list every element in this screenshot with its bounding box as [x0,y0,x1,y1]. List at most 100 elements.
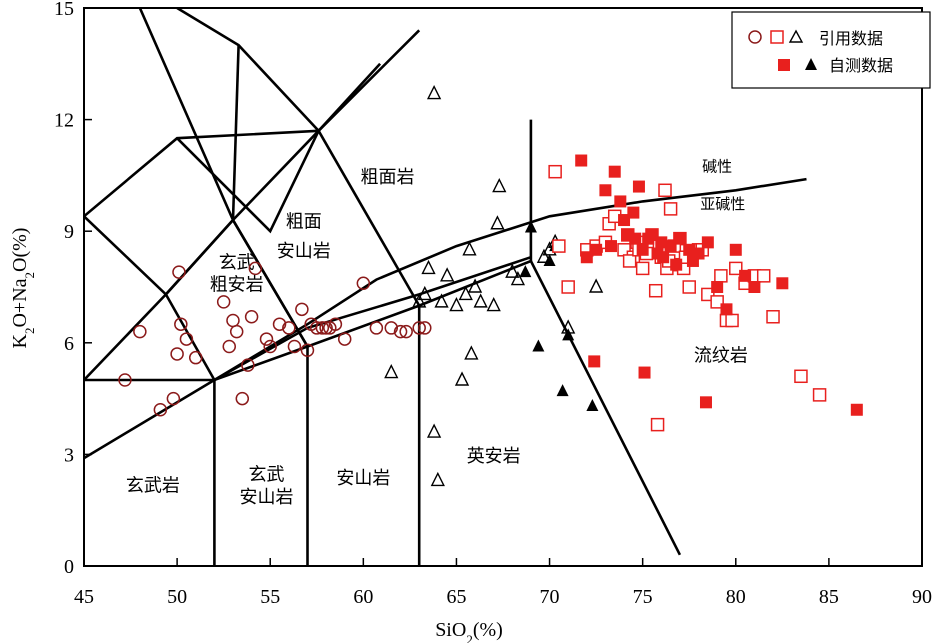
triangle-open-point-26 [588,278,604,293]
square-filled-point-1 [575,154,588,167]
y-axis-label-part-5: O(%) [9,228,31,272]
legend-label-measured: 自测数据 [829,56,893,75]
region-label-8: 安山岩 [336,468,390,489]
boundary-line-11 [317,62,382,132]
circle-point-22 [287,339,302,354]
triangle-open-point-14 [464,345,479,360]
y-tick-label-12: 12 [54,110,74,132]
square-filled-point-15 [655,236,668,249]
legend-filled-triangle-marker [805,58,817,70]
circle-point-20 [272,317,287,331]
circle-point-6 [172,265,186,279]
y-tick-label-3: 3 [64,444,74,466]
triangle-open-point-6 [426,423,442,438]
triangle-open-point-2 [412,293,427,308]
triangle-filled-point-3 [532,339,545,352]
square-filled-point-4 [599,184,612,197]
square-open-point-26 [710,295,724,309]
circle-point-9 [188,350,203,365]
circle-point-38 [418,321,432,335]
square-filled-point-6 [614,195,627,208]
square-filled-point-19 [683,243,696,256]
circle-point-34 [384,321,399,335]
square-filled-point-10 [632,180,645,193]
region-label-12: 碱性 [702,158,732,176]
square-filled-point-11 [636,243,649,256]
y-axis-label-part-1: K [9,333,31,348]
square-open-point-3 [561,280,575,294]
square-filled-point-9 [627,206,640,219]
square-filled-point-25 [739,269,752,282]
x-tick-label-90: 90 [912,586,932,608]
data-points [118,84,863,487]
y-axis-label-part-4: 2 [22,272,37,279]
y-axis-label-part-2: 2 [22,328,37,335]
boundary-line-12 [317,130,421,307]
circle-point-3 [153,403,168,417]
square-open-point-2 [552,239,566,253]
circle-point-26 [310,321,324,335]
legend-open-square-marker [770,30,784,44]
square-filled-point-32 [588,355,601,368]
circle-point-21 [282,321,296,335]
circle-point-32 [356,276,371,291]
square-filled-point-30 [638,366,651,379]
square-open-point-23 [682,280,696,294]
circle-point-13 [229,324,244,339]
triangle-filled-point-8 [586,399,599,412]
circle-point-11 [222,339,237,354]
legend-open-triangle-marker [788,29,804,43]
y-axis-label-part-3: O+Na [9,278,31,327]
y-tick-label-15: 15 [54,0,74,20]
region-label-4: 玄武 [219,252,255,273]
boundary-line-16 [176,130,320,234]
legend-circle-marker [748,30,762,44]
region-label-3: 安山岩 [277,241,331,262]
triangle-open-point-13 [462,241,477,256]
x-axis-label-main: SiO [435,619,466,641]
square-filled-point-29 [605,240,618,253]
square-filled-point-31 [699,396,712,409]
square-filled-point-23 [720,303,733,316]
y-axis-label: K2O+Na2O(%) [9,228,37,349]
triangle-open-point-15 [467,278,483,293]
region-label-9: 玄武 [248,464,284,485]
legend: 引用数据 自测数据 [731,11,931,89]
circle-point-8 [179,332,194,346]
triangle-open-point-20 [505,263,520,278]
circle-point-18 [259,332,274,346]
triangle-filled-point-4 [543,253,556,266]
x-axis-label-tail: (%) [473,619,503,641]
circle-point-28 [319,321,333,335]
region-label-2: 粗面 [286,211,322,232]
square-open-point-31 [756,269,771,283]
circle-point-33 [369,321,384,335]
legend-box [731,11,931,89]
circle-point-17 [248,261,263,276]
x-tick-label-70: 70 [540,586,560,608]
square-filled-point-34 [657,251,670,264]
x-tick-label-85: 85 [819,586,839,608]
square-open-point-34 [812,388,827,402]
square-filled-point-18 [673,232,686,245]
x-axis-label-sub: 2 [466,632,473,643]
triangle-open-point-10 [449,297,464,312]
square-open-point-35 [622,254,637,268]
plot-frame [83,7,923,567]
circle-point-1 [118,373,132,387]
square-filled-point-2 [580,251,593,264]
x-tick-label-65: 65 [446,586,466,608]
classification-boundaries [84,8,807,566]
circle-point-19 [263,339,277,354]
square-open-point-13 [635,261,650,276]
circle-point-36 [399,324,413,339]
boundary-line-1 [84,259,682,556]
triangle-open-point-1 [384,363,399,379]
square-open-point-38 [650,417,665,432]
axes: 45 50 55 60 65 70 75 80 85 90 0 3 6 9 12 15 [54,0,932,608]
circle-point-37 [412,321,426,335]
square-filled-point-33 [629,232,642,245]
x-tick-label-55: 55 [260,586,280,608]
triangle-open-point-22 [536,248,552,263]
